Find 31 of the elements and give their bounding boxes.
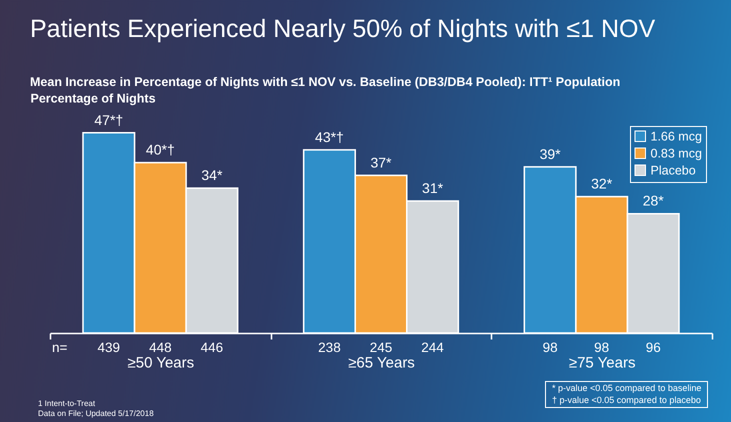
chart-subtitle: Mean Increase in Percentage of Nights with ≤1 NOV vs. Baseline (DB3/DB4 Pooled): ITT¹ Population: [30, 75, 620, 89]
legend-label: Placebo: [650, 163, 696, 178]
data-label: 39*: [540, 146, 562, 162]
text: 446: [200, 340, 224, 355]
text: 448: [149, 340, 172, 355]
text: n=: [52, 340, 68, 355]
text: 96: [646, 340, 661, 355]
x-tick-label: ≥50 Years: [128, 354, 194, 372]
x-tick-label: ≥75 Years: [568, 354, 636, 372]
data-label: 32*: [591, 176, 613, 192]
y-axis-title: Percentage of Nights: [30, 92, 156, 106]
data-label: 40*†: [146, 142, 175, 158]
legend-label: 0.83 mcg: [650, 146, 702, 160]
text: 439: [98, 340, 120, 355]
text: 244: [421, 340, 444, 355]
chart-title: Patients Experienced Nearly 50% of Nights with ≤1 NOV: [30, 15, 656, 44]
legend-label: 1.66 mcg: [650, 129, 702, 144]
data-label: 34*: [201, 167, 223, 184]
text: 98: [594, 340, 610, 355]
text: 245: [370, 340, 392, 355]
footnote-box: * p-value <0.05 compared to baseline † p-value <0.05 compared to placebo: [545, 381, 708, 408]
text: Data on File; Updated 5/17/2018: [38, 409, 154, 419]
data-label: 37*: [370, 154, 392, 170]
text: 238: [318, 340, 341, 355]
text: 1 Intent-to-Treat: [38, 399, 96, 409]
text: 98: [542, 340, 558, 355]
data-label: 43*†: [315, 128, 344, 145]
x-tick-label: ≥65 Years: [348, 354, 415, 372]
data-label: 28*: [642, 192, 664, 209]
data-label: 47*†: [94, 112, 124, 128]
data-label: 31*: [422, 180, 444, 196]
